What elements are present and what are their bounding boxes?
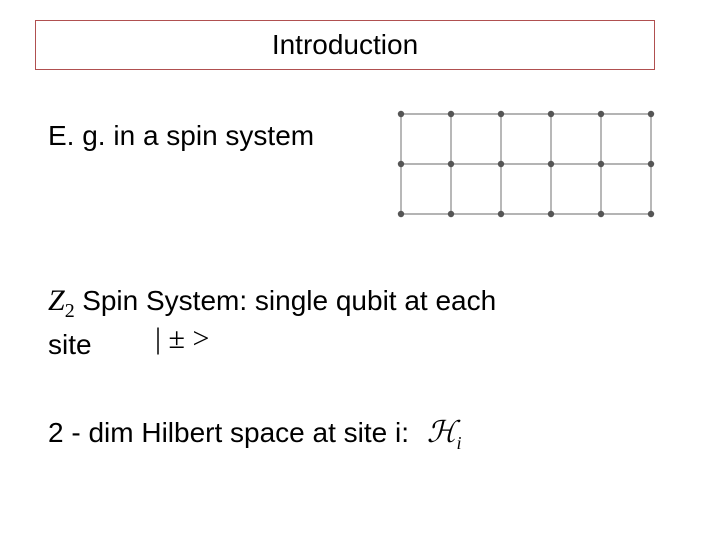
line-hilbert-space: 2 - dim Hilbert space at site i: ℋi	[48, 415, 461, 454]
lattice-diagram	[395, 108, 657, 225]
line-example-spin-system: E. g. in a spin system	[48, 120, 314, 152]
z2-main: Z	[48, 284, 65, 317]
line-z2-spin-system: Z2 Spin System: single qubit at each sit…	[48, 280, 668, 364]
hilbert-h: ℋ	[427, 416, 457, 449]
ket-text: | ± >	[155, 322, 209, 355]
title-box: Introduction	[35, 20, 655, 70]
line1-text: E. g. in a spin system	[48, 120, 314, 151]
line2-tail: Spin System: single qubit at each	[82, 285, 496, 316]
page-title: Introduction	[272, 29, 418, 61]
hilbert-sub: i	[456, 433, 461, 453]
z2-symbol: Z2	[48, 284, 82, 317]
site-label: site	[48, 329, 92, 360]
z2-sub: 2	[65, 300, 75, 322]
line3-text: 2 - dim Hilbert space at site i:	[48, 417, 409, 448]
lattice-svg	[395, 108, 657, 220]
hilbert-symbol: ℋi	[427, 415, 462, 454]
ket-plus-minus: | ± >	[155, 322, 209, 356]
